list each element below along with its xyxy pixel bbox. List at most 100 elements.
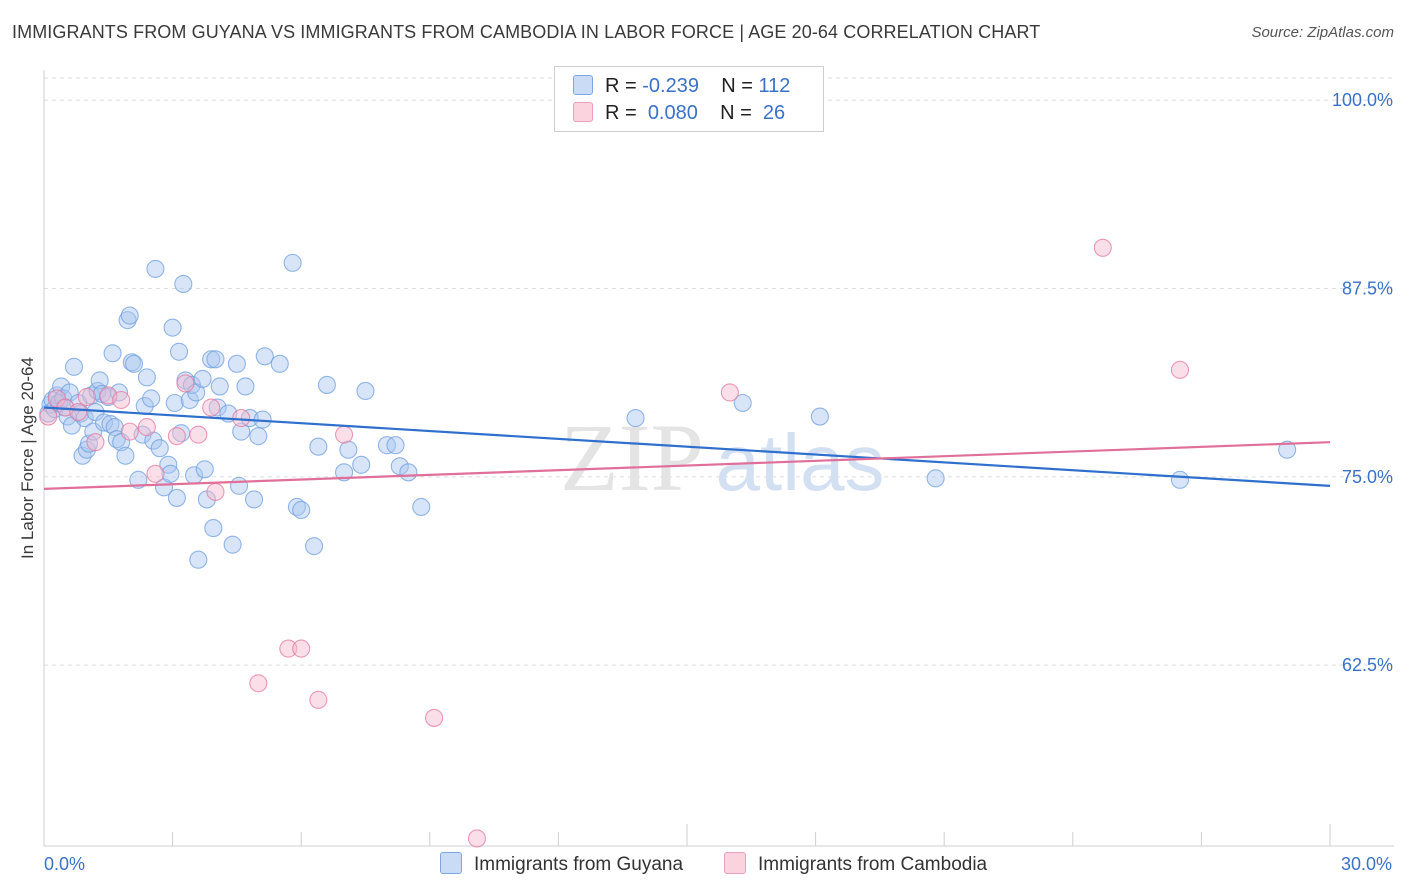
point-immigrants-from-guyana: [255, 347, 274, 366]
legend-n-value-cambodia: 26: [762, 102, 786, 124]
point-immigrants-from-guyana: [64, 357, 84, 376]
tick-labels: 62.5% 75.0% 87.5% 100.0% 0.0% 30.0%: [44, 90, 1393, 874]
y-tick-label: 75.0%: [1342, 467, 1393, 487]
data-points: [39, 238, 1297, 848]
legend-n-value-guyana: 112: [758, 75, 791, 97]
point-immigrants-from-cambodia: [146, 464, 165, 483]
point-immigrants-from-cambodia: [189, 425, 208, 444]
point-immigrants-from-guyana: [352, 455, 371, 474]
point-immigrants-from-cambodia: [137, 418, 156, 437]
point-immigrants-from-guyana: [90, 371, 109, 390]
point-immigrants-from-guyana: [103, 344, 122, 363]
point-immigrants-from-guyana: [165, 393, 184, 413]
point-immigrants-from-guyana: [146, 259, 165, 278]
x-tick-label: 30.0%: [1341, 854, 1392, 874]
point-immigrants-from-guyana: [109, 383, 129, 402]
point-immigrants-from-cambodia: [232, 409, 251, 428]
bottom-legend-label-cambodia: Immigrants from Cambodia: [758, 854, 988, 875]
point-immigrants-from-cambodia: [335, 425, 354, 444]
point-immigrants-from-guyana: [1170, 470, 1190, 489]
point-immigrants-from-guyana: [180, 390, 199, 410]
point-immigrants-from-guyana: [193, 369, 212, 388]
point-immigrants-from-cambodia: [77, 387, 96, 407]
point-immigrants-from-guyana: [309, 437, 328, 456]
point-immigrants-from-guyana: [167, 488, 186, 507]
bottom-legend-cambodia: Immigrants from Cambodia: [724, 852, 987, 876]
axes: [43, 70, 1394, 847]
legend-swatch-guyana: [573, 75, 593, 95]
point-immigrants-from-guyana: [137, 368, 156, 387]
point-immigrants-from-cambodia: [467, 829, 487, 848]
y-tick-label: 62.5%: [1342, 655, 1393, 675]
trend-line-immigrants-from-guyana: [43, 406, 1331, 487]
point-immigrants-from-guyana: [412, 497, 431, 517]
point-immigrants-from-guyana: [79, 434, 99, 453]
point-immigrants-from-guyana: [195, 460, 214, 479]
point-immigrants-from-guyana: [161, 464, 180, 483]
point-immigrants-from-guyana: [120, 306, 139, 325]
point-immigrants-from-cambodia: [292, 639, 311, 658]
point-immigrants-from-guyana: [926, 469, 945, 488]
point-immigrants-from-guyana: [202, 350, 221, 369]
point-immigrants-from-cambodia: [167, 427, 186, 446]
point-immigrants-from-guyana: [229, 476, 249, 495]
y-tick-label: 87.5%: [1342, 278, 1393, 298]
point-immigrants-from-guyana: [236, 377, 255, 396]
point-immigrants-from-guyana: [244, 490, 264, 509]
y-tick-label: 100.0%: [1332, 90, 1393, 110]
legend-row-guyana: R = -0.239 N = 112: [573, 75, 790, 101]
watermark-zip: ZIP: [560, 404, 704, 511]
point-immigrants-from-cambodia: [309, 690, 328, 709]
point-immigrants-from-cambodia: [425, 708, 444, 727]
point-immigrants-from-guyana: [283, 253, 302, 272]
point-immigrants-from-cambodia: [176, 374, 195, 393]
point-immigrants-from-cambodia: [120, 422, 139, 441]
point-immigrants-from-guyana: [94, 413, 114, 432]
source-label: Source: ZipAtlas.com: [1251, 24, 1394, 41]
point-immigrants-from-guyana: [810, 407, 829, 426]
point-immigrants-from-cambodia: [112, 390, 131, 410]
point-immigrants-from-cambodia: [279, 639, 298, 658]
legend-r-label: R =: [605, 75, 637, 97]
point-immigrants-from-guyana: [169, 342, 189, 361]
point-immigrants-from-guyana: [386, 436, 405, 455]
point-immigrants-from-guyana: [142, 389, 161, 408]
point-immigrants-from-guyana: [223, 535, 242, 554]
bottom-legend-swatch-guyana: [440, 852, 462, 874]
legend-n-label: N =: [720, 102, 752, 124]
point-immigrants-from-guyana: [227, 354, 246, 373]
legend-r-label: R =: [605, 102, 637, 124]
legend-r-value-guyana: -0.239: [642, 75, 699, 97]
point-immigrants-from-guyana: [206, 350, 225, 369]
point-immigrants-from-guyana: [733, 393, 752, 413]
point-immigrants-from-guyana: [1278, 440, 1297, 459]
point-immigrants-from-guyana: [249, 427, 268, 446]
point-immigrants-from-cambodia: [39, 407, 58, 426]
point-immigrants-from-guyana: [129, 470, 148, 489]
point-immigrants-from-guyana: [399, 463, 418, 482]
trend-lines: [43, 406, 1331, 490]
point-immigrants-from-cambodia: [202, 398, 221, 417]
legend-swatch-cambodia: [573, 102, 593, 122]
point-immigrants-from-guyana: [317, 375, 336, 394]
point-immigrants-from-guyana: [189, 550, 208, 569]
trend-line-immigrants-from-cambodia: [43, 441, 1331, 490]
bottom-legend-guyana: Immigrants from Guyana: [440, 852, 683, 876]
point-immigrants-from-cambodia: [206, 482, 225, 501]
point-immigrants-from-guyana: [356, 381, 375, 400]
watermark: ZIP atlas: [560, 404, 884, 511]
stats-legend: R = -0.239 N = 112 R = 0.080 N = 26: [554, 66, 824, 132]
point-immigrants-from-guyana: [150, 439, 169, 458]
point-immigrants-from-cambodia: [1093, 238, 1112, 257]
point-immigrants-from-guyana: [335, 463, 354, 482]
point-immigrants-from-guyana: [626, 409, 645, 428]
point-immigrants-from-guyana: [232, 422, 251, 441]
point-immigrants-from-guyana: [210, 377, 229, 396]
point-immigrants-from-guyana: [124, 354, 144, 373]
point-immigrants-from-guyana: [208, 398, 227, 417]
point-immigrants-from-guyana: [163, 318, 182, 337]
x-tick-label: 0.0%: [44, 854, 85, 874]
point-immigrants-from-cambodia: [1170, 360, 1190, 379]
point-immigrants-from-cambodia: [69, 402, 88, 422]
